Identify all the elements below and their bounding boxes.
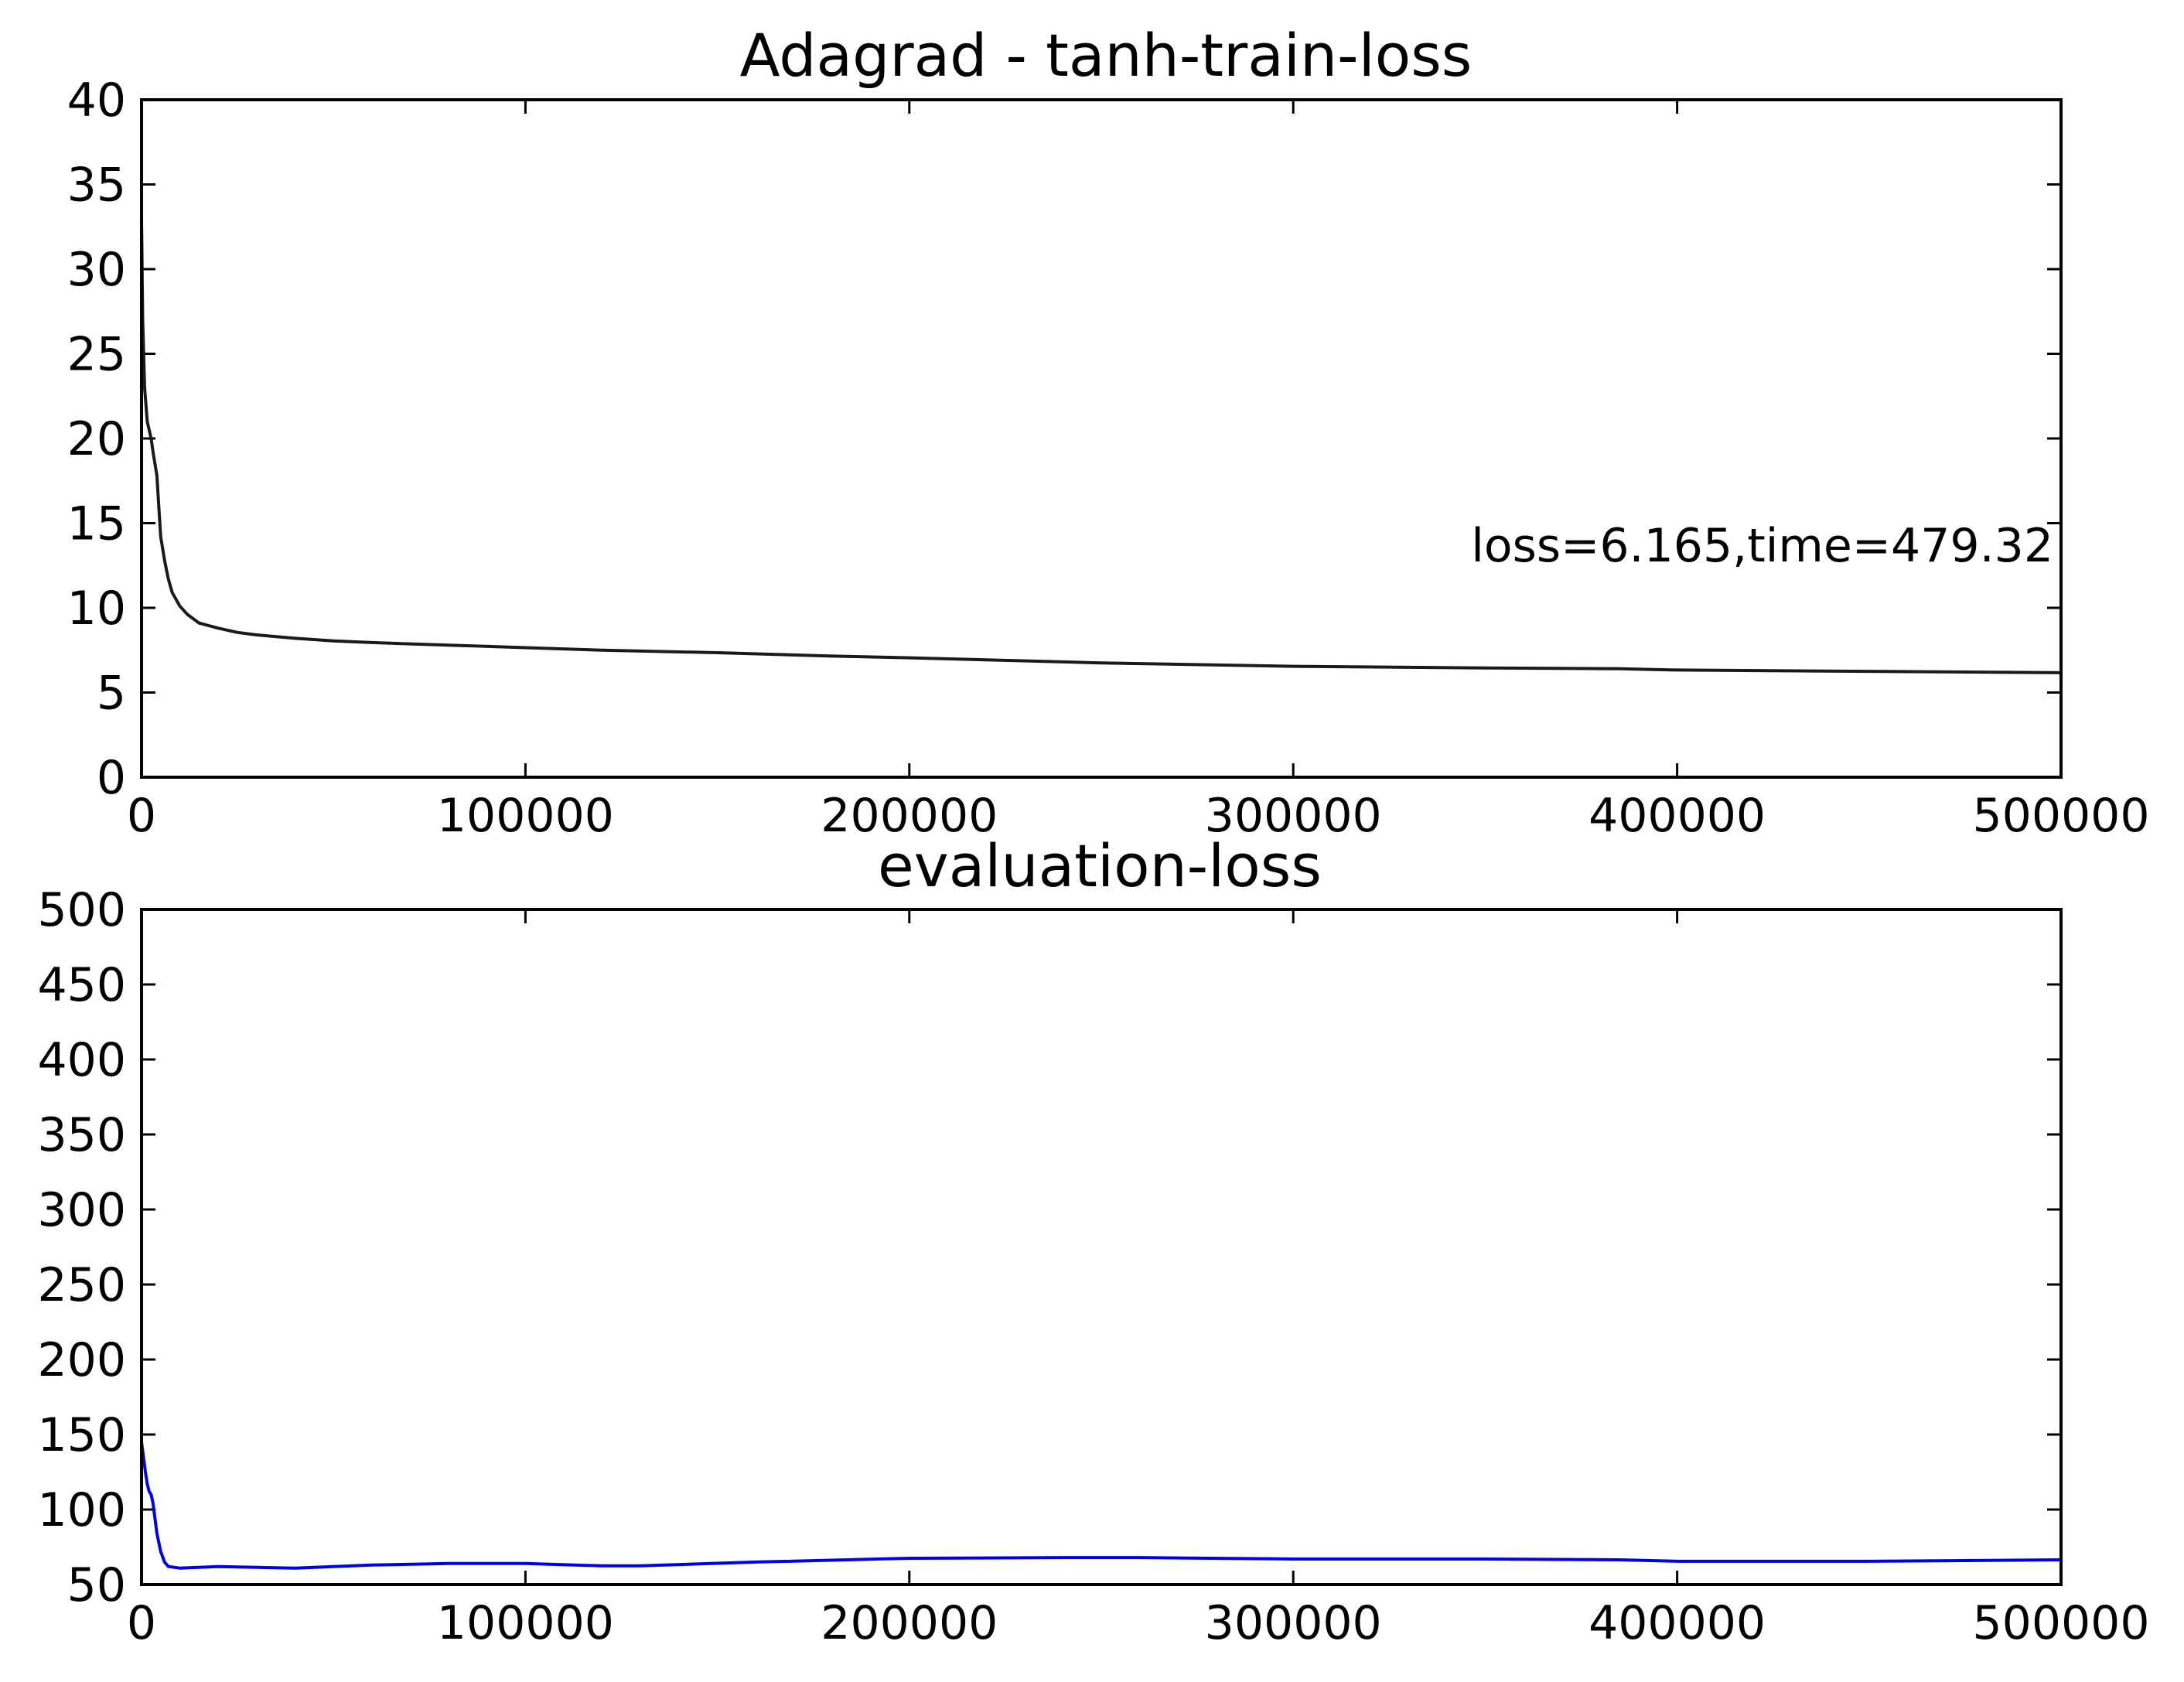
train-loss-xtick-label: 0 [127,789,156,843]
evaluation-loss-ytick-label: 150 [37,1408,126,1462]
evaluation-loss-xtick-label: 500000 [1972,1596,2149,1650]
train-loss-series [140,217,2063,674]
evaluation-loss-plot-frame [140,908,2063,1586]
evaluation-loss-ytick-label: 100 [37,1483,126,1537]
train-loss-series-line [140,217,2063,674]
train-loss-title: Adagrad - tanh-train-loss [740,21,1472,90]
evaluation-loss-ytick-label: 350 [37,1108,126,1162]
evaluation-loss-series [140,1440,2063,1570]
train-loss-ytick-label: 15 [67,497,126,551]
train-loss-xtick-label: 200000 [821,789,998,843]
train-loss-ytick-label: 0 [97,751,126,805]
train-loss-xtick-label: 400000 [1589,789,1766,843]
train-loss-ytick-label: 10 [67,582,126,636]
train-loss-ytick-label: 30 [67,243,126,297]
train-loss-xtick-label: 300000 [1205,789,1382,843]
evaluation-loss-ytick-label: 500 [37,883,126,937]
train-loss-plot-frame [140,98,2063,779]
train-loss-tick-labels: 0 100000 200000 300000 400000 500000 0 5 10 15 20 2… [67,73,2150,843]
evaluation-loss-tick-labels: 0 100000 200000 300000 400000 500000 50 100 150 2… [37,883,2149,1650]
train-loss-ytick-label: 20 [67,412,126,466]
evaluation-loss-series-line [140,1440,2063,1570]
evaluation-loss-xtick-label: 400000 [1589,1596,1766,1650]
train-loss-ytick-label: 5 [97,667,126,721]
evaluation-loss-title: evaluation-loss [878,831,1322,900]
evaluation-loss-xtick-label: 300000 [1205,1596,1382,1650]
evaluation-loss-ytick-label: 50 [67,1558,126,1612]
evaluation-loss-xtick-label: 0 [127,1596,156,1650]
evaluation-loss-chart: evaluation-loss 0 100000 200000 300000 40000… [37,831,2149,1650]
train-loss-xtick-label: 100000 [437,789,614,843]
train-loss-xtick-label: 500000 [1972,789,2149,843]
train-loss-ytick-label: 40 [67,73,126,128]
train-loss-ytick-label: 25 [67,328,126,382]
evaluation-loss-xtick-label: 100000 [437,1596,614,1650]
evaluation-loss-ytick-label: 400 [37,1033,126,1087]
evaluation-loss-ytick-label: 200 [37,1333,126,1387]
train-loss-ytick-label: 35 [67,159,126,213]
train-loss-chart: Adagrad - tanh-train-loss 0 100000 200000 3… [67,21,2150,843]
evaluation-loss-ytick-label: 250 [37,1258,126,1312]
evaluation-loss-ytick-label: 450 [37,958,126,1012]
train-loss-annotation: loss=6.165,time=479.32 [1471,519,2053,573]
evaluation-loss-ytick-label: 300 [37,1183,126,1237]
evaluation-loss-xtick-label: 200000 [821,1596,998,1650]
